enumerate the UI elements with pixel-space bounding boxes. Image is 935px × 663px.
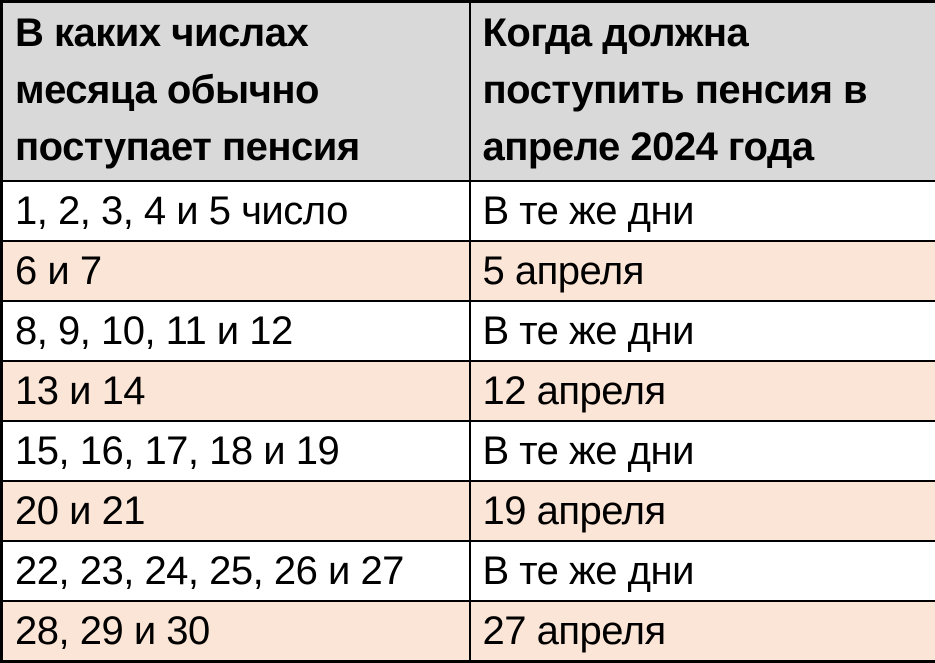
table-header: В каких числах месяца обычно поступает п… (2, 2, 935, 182)
cell-usual-dates: 1, 2, 3, 4 и 5 число (2, 181, 470, 241)
table-row: 20 и 21 19 апреля (2, 481, 935, 541)
header-row: В каких числах месяца обычно поступает п… (2, 2, 935, 182)
cell-usual-dates: 13 и 14 (2, 361, 470, 421)
cell-usual-dates: 28, 29 и 30 (2, 601, 470, 662)
cell-april-date: 12 апреля (470, 361, 935, 421)
table-row: 8, 9, 10, 11 и 12 В те же дни (2, 301, 935, 361)
cell-april-date: В те же дни (470, 301, 935, 361)
cell-april-date: 5 апреля (470, 241, 935, 301)
table-row: 6 и 7 5 апреля (2, 241, 935, 301)
table-row: 22, 23, 24, 25, 26 и 27 В те же дни (2, 541, 935, 601)
table-row: 13 и 14 12 апреля (2, 361, 935, 421)
cell-usual-dates: 8, 9, 10, 11 и 12 (2, 301, 470, 361)
cell-april-date: В те же дни (470, 421, 935, 481)
header-cell-usual-dates: В каких числах месяца обычно поступает п… (2, 2, 470, 182)
cell-april-date: В те же дни (470, 541, 935, 601)
cell-usual-dates: 20 и 21 (2, 481, 470, 541)
table-row: 1, 2, 3, 4 и 5 число В те же дни (2, 181, 935, 241)
cell-usual-dates: 22, 23, 24, 25, 26 и 27 (2, 541, 470, 601)
table-row: 15, 16, 17, 18 и 19 В те же дни (2, 421, 935, 481)
cell-april-date: В те же дни (470, 181, 935, 241)
cell-april-date: 27 апреля (470, 601, 935, 662)
header-cell-april-dates: Когда должна поступить пенсия в апреле 2… (470, 2, 935, 182)
cell-usual-dates: 6 и 7 (2, 241, 470, 301)
table-row: 28, 29 и 30 27 апреля (2, 601, 935, 662)
table-body: 1, 2, 3, 4 и 5 число В те же дни 6 и 7 5… (2, 181, 935, 662)
cell-april-date: 19 апреля (470, 481, 935, 541)
cell-usual-dates: 15, 16, 17, 18 и 19 (2, 421, 470, 481)
